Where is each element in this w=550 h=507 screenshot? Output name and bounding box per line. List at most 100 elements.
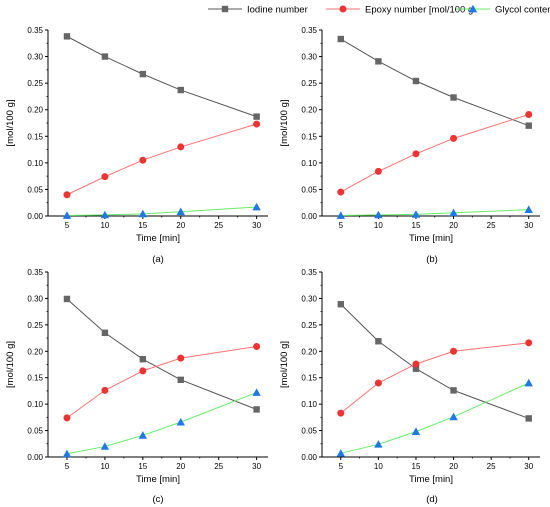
x-axis-title: Time [min] <box>409 474 453 485</box>
data-point <box>139 356 147 363</box>
series <box>63 33 260 120</box>
y-tick-label: 0.20 <box>301 347 317 356</box>
series-line <box>66 206 257 216</box>
data-point <box>337 301 344 308</box>
data-point <box>139 367 147 375</box>
chart-panel: 0.00 0.05 0.10 0.15 0.20 0.25 0.30 0.35 5 10 15 20 2… <box>5 26 268 265</box>
x-tick-label: 15 <box>412 462 421 471</box>
data-point <box>524 205 533 213</box>
data-point <box>374 440 383 448</box>
data-point <box>412 365 420 372</box>
data-point <box>525 415 532 422</box>
data-point <box>450 387 457 394</box>
data-point <box>63 33 71 40</box>
x-tick-label: 30 <box>524 462 533 471</box>
y-tick-label: 0.25 <box>27 321 43 330</box>
y-tick-label: 0.00 <box>301 212 317 221</box>
data-point <box>101 53 109 60</box>
y-tick-label: 0.00 <box>27 453 43 462</box>
x-tick-label: 30 <box>252 221 261 230</box>
y-axis-title: [mol/100 g] <box>5 100 16 147</box>
legend-marker <box>339 5 347 13</box>
legend-item: Epoxy number [mol/100 g <box>326 5 473 16</box>
data-point <box>63 191 71 199</box>
data-point <box>337 35 344 43</box>
data-point <box>337 188 345 196</box>
y-tick-label: 0.25 <box>27 79 43 88</box>
chart-panel: 0.00 0.05 0.10 0.15 0.20 0.25 0.30 0.35 5 10 15 20 2… <box>279 268 540 505</box>
panel-label: (d) <box>426 494 438 505</box>
series-line <box>66 35 257 118</box>
panels: 0.00 0.05 0.10 0.15 0.20 0.25 0.30 0.35 5 10 15 20 2… <box>5 26 540 505</box>
legend-label: Epoxy number [mol/100 g <box>365 5 473 16</box>
x-tick-label: 30 <box>524 221 533 230</box>
x-tick-label: 5 <box>65 462 70 471</box>
x-tick-label: 15 <box>138 221 147 230</box>
legend-label: Iodine number <box>247 5 308 16</box>
data-point <box>253 113 260 120</box>
series <box>63 120 261 199</box>
y-tick-label: 0.35 <box>27 26 43 35</box>
data-point <box>525 122 532 129</box>
data-point <box>411 427 421 435</box>
y-tick-label: 0.15 <box>301 132 317 141</box>
series-line <box>66 392 257 455</box>
data-point <box>412 150 420 158</box>
y-tick-label: 0.25 <box>301 79 317 88</box>
x-tick-label: 25 <box>214 221 223 230</box>
data-point <box>177 376 184 384</box>
x-tick-label: 10 <box>374 462 383 471</box>
x-tick-label: 20 <box>449 221 458 230</box>
y-tick-label: 0.30 <box>27 294 43 303</box>
y-tick-label: 0.25 <box>301 321 317 330</box>
data-point <box>412 77 420 85</box>
data-point <box>101 329 109 336</box>
series <box>63 295 260 413</box>
series-line <box>340 114 529 193</box>
data-point <box>100 210 110 219</box>
y-tick-label: 0.30 <box>301 294 317 303</box>
data-point <box>62 449 72 458</box>
data-point <box>450 94 457 101</box>
legend-marker <box>221 5 229 13</box>
legend-item: Glycol content <box>456 5 550 16</box>
data-point <box>101 173 109 181</box>
series-line <box>66 298 257 410</box>
panel-label: (b) <box>426 254 438 265</box>
series-line <box>340 382 529 454</box>
data-point <box>63 414 71 422</box>
data-point <box>374 379 382 387</box>
panel-label: (c) <box>152 494 163 505</box>
data-point <box>336 211 345 219</box>
y-axis-title: [mol/100 g] <box>5 341 16 388</box>
data-point <box>177 354 185 362</box>
y-tick-label: 0.15 <box>301 374 317 383</box>
y-tick-label: 0.05 <box>27 185 43 194</box>
data-point <box>252 202 261 211</box>
x-tick-label: 25 <box>214 462 223 471</box>
y-tick-label: 0.20 <box>27 106 43 115</box>
y-tick-label: 0.30 <box>301 53 317 62</box>
legend: Iodine number Epoxy number [mol/100 g Glyc… <box>208 5 550 16</box>
series-line <box>340 209 529 216</box>
y-axis-title: [mol/100 g] <box>279 100 290 147</box>
y-tick-label: 0.15 <box>27 132 43 141</box>
legend-label: Glycol content <box>495 5 550 16</box>
chart-panel: 0.00 0.05 0.10 0.15 0.20 0.25 0.30 0.35 5 10 15 20 2… <box>279 26 540 265</box>
x-tick-label: 5 <box>65 221 70 230</box>
data-point <box>336 449 345 457</box>
y-tick-label: 0.15 <box>27 374 43 383</box>
series <box>336 378 533 457</box>
x-tick-label: 20 <box>176 221 185 230</box>
data-point <box>525 110 533 118</box>
data-point <box>101 386 109 394</box>
x-tick-label: 30 <box>252 462 261 471</box>
y-tick-label: 0.30 <box>27 53 43 62</box>
y-tick-label: 0.10 <box>27 400 43 409</box>
series <box>337 301 532 422</box>
y-tick-label: 0.10 <box>301 159 317 168</box>
series <box>336 205 533 219</box>
data-point <box>374 167 382 175</box>
data-point <box>524 378 533 387</box>
